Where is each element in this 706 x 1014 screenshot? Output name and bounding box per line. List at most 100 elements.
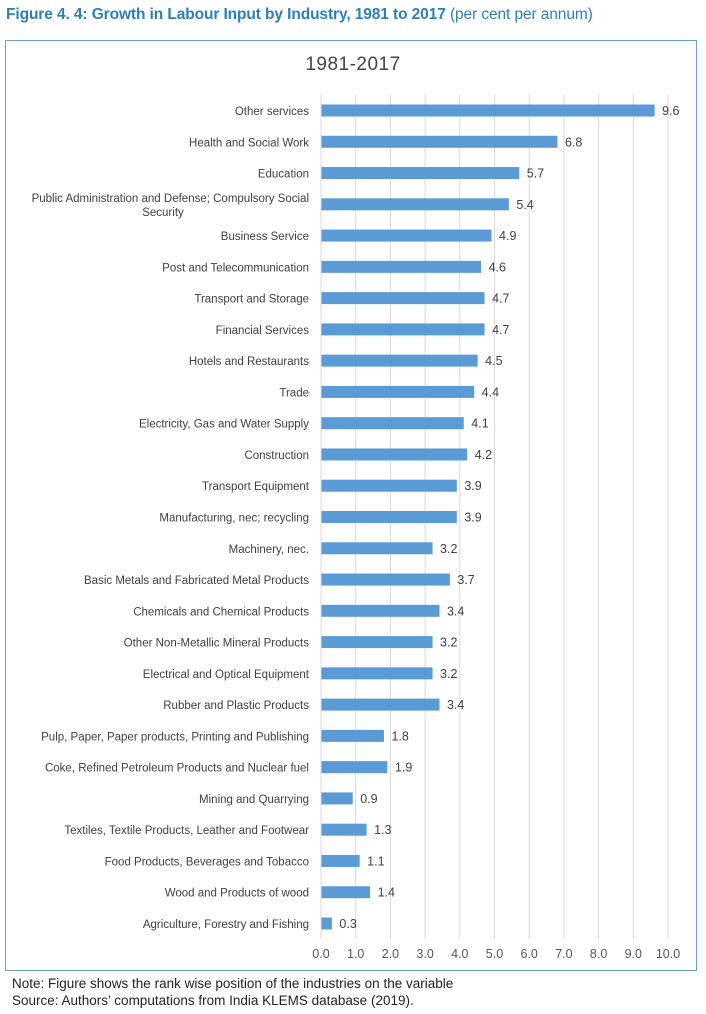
x-tick-label: 5.0 bbox=[486, 947, 503, 961]
category-label: Other Non-Metallic Mineral Products bbox=[124, 638, 310, 650]
category-label: Agriculture, Forestry and Fishing bbox=[143, 919, 309, 931]
x-tick-label: 6.0 bbox=[521, 947, 538, 961]
category-label: Food Products, Beverages and Tobacco bbox=[105, 856, 309, 868]
x-tick-label: 2.0 bbox=[382, 947, 399, 961]
bar bbox=[321, 792, 353, 805]
bar bbox=[321, 761, 388, 774]
category-label: Electricity, Gas and Water Supply bbox=[139, 419, 309, 431]
category-label: Machinery, nec. bbox=[229, 544, 309, 556]
data-label: 1.3 bbox=[374, 823, 391, 837]
category-label: Health and Social Work bbox=[189, 137, 309, 149]
x-tick-label: 7.0 bbox=[555, 947, 572, 961]
x-tick-label: 3.0 bbox=[416, 947, 433, 961]
category-label: Construction bbox=[244, 450, 309, 462]
data-label: 6.8 bbox=[565, 135, 582, 149]
data-label: 4.6 bbox=[489, 260, 506, 274]
bar bbox=[321, 573, 450, 586]
chart-title: 1981-2017 bbox=[305, 54, 401, 75]
figure-title-main: Figure 4. 4: Growth in Labour Input by I… bbox=[6, 6, 446, 23]
data-label: 3.2 bbox=[440, 636, 457, 650]
category-label: Business Service bbox=[221, 231, 309, 243]
bar bbox=[321, 104, 655, 117]
bar bbox=[321, 854, 360, 867]
x-tick-label: 8.0 bbox=[590, 947, 607, 961]
data-label: 3.9 bbox=[464, 479, 481, 493]
x-tick-label: 4.0 bbox=[451, 947, 468, 961]
data-label: 4.4 bbox=[482, 385, 499, 399]
bar bbox=[321, 604, 440, 617]
category-label: Transport Equipment bbox=[202, 481, 310, 493]
category-label: Electrical and Optical Equipment bbox=[143, 669, 310, 681]
bar bbox=[321, 198, 509, 211]
category-label: Wood and Products of wood bbox=[165, 888, 309, 900]
category-label: Financial Services bbox=[216, 325, 310, 337]
category-label: Trade bbox=[279, 387, 309, 399]
category-label: Mining and Quarrying bbox=[199, 794, 309, 806]
x-tick-label: 10.0 bbox=[656, 947, 680, 961]
category-label: Hotels and Restaurants bbox=[189, 356, 309, 368]
x-tick-label: 1.0 bbox=[347, 947, 364, 961]
bar bbox=[321, 479, 457, 492]
bar bbox=[321, 167, 520, 180]
category-label: Manufacturing, nec; recycling bbox=[159, 513, 309, 525]
data-label: 3.9 bbox=[464, 511, 481, 525]
data-label: 9.6 bbox=[662, 104, 679, 118]
bar bbox=[321, 135, 558, 148]
bar bbox=[321, 729, 384, 742]
category-label: Chemicals and Chemical Products bbox=[133, 606, 309, 618]
bar bbox=[321, 917, 332, 930]
bar bbox=[321, 229, 492, 242]
bar bbox=[321, 886, 371, 899]
bar bbox=[321, 417, 464, 430]
data-label: 0.3 bbox=[339, 917, 356, 931]
category-label: Rubber and Plastic Products bbox=[163, 700, 309, 712]
category-label: Basic Metals and Fabricated Metal Produc… bbox=[84, 575, 309, 587]
bar bbox=[321, 511, 457, 523]
data-label: 4.7 bbox=[492, 292, 509, 306]
data-label: 0.9 bbox=[360, 792, 377, 806]
category-label: Public Administration and Defense; Compu… bbox=[32, 193, 309, 219]
bar bbox=[321, 823, 367, 836]
bar bbox=[321, 542, 433, 555]
bar bbox=[321, 323, 485, 336]
bar bbox=[321, 354, 478, 367]
category-label: Transport and Storage bbox=[194, 294, 309, 306]
category-label: Post and Telecommunication bbox=[162, 262, 309, 274]
chart-frame bbox=[5, 40, 697, 971]
data-label: 3.4 bbox=[447, 604, 464, 618]
data-label: 3.2 bbox=[440, 542, 457, 556]
figure-title: Figure 4. 4: Growth in Labour Input by I… bbox=[6, 6, 593, 24]
bar bbox=[321, 260, 482, 273]
category-label: Education bbox=[258, 169, 309, 181]
category-label: Coke, Refined Petroleum Products and Nuc… bbox=[45, 763, 309, 775]
figure-note-block: Note: Figure shows the rank wise positio… bbox=[12, 975, 453, 1009]
x-tick-label: 9.0 bbox=[625, 947, 642, 961]
bar bbox=[321, 698, 440, 711]
bar bbox=[321, 667, 433, 680]
data-label: 4.1 bbox=[471, 417, 488, 431]
figure-note: Note: Figure shows the rank wise positio… bbox=[12, 976, 454, 991]
bar bbox=[321, 385, 475, 398]
data-label: 5.4 bbox=[516, 198, 533, 212]
data-label: 4.7 bbox=[492, 323, 509, 337]
category-label: Pulp, Paper, Paper products, Printing an… bbox=[41, 731, 309, 743]
data-label: 4.5 bbox=[485, 354, 502, 368]
data-label: 1.4 bbox=[378, 886, 395, 900]
x-tick-label: 0.0 bbox=[312, 947, 329, 961]
category-label: Textiles, Textile Products, Leather and … bbox=[64, 825, 309, 837]
bar bbox=[321, 636, 433, 649]
data-label: 1.9 bbox=[395, 761, 412, 775]
data-label: 5.7 bbox=[527, 167, 544, 181]
figure-title-unit: (per cent per annum) bbox=[449, 6, 593, 23]
data-label: 3.4 bbox=[447, 698, 464, 712]
category-label: Other services bbox=[235, 106, 309, 118]
data-label: 1.1 bbox=[367, 854, 384, 868]
data-label: 1.8 bbox=[391, 729, 408, 743]
bar bbox=[321, 448, 468, 461]
data-label: 4.2 bbox=[475, 448, 492, 462]
data-label: 4.9 bbox=[499, 229, 516, 243]
figure-source: Source: Authors’ computations from India… bbox=[12, 993, 414, 1008]
data-label: 3.7 bbox=[457, 573, 474, 587]
bar bbox=[321, 292, 485, 305]
